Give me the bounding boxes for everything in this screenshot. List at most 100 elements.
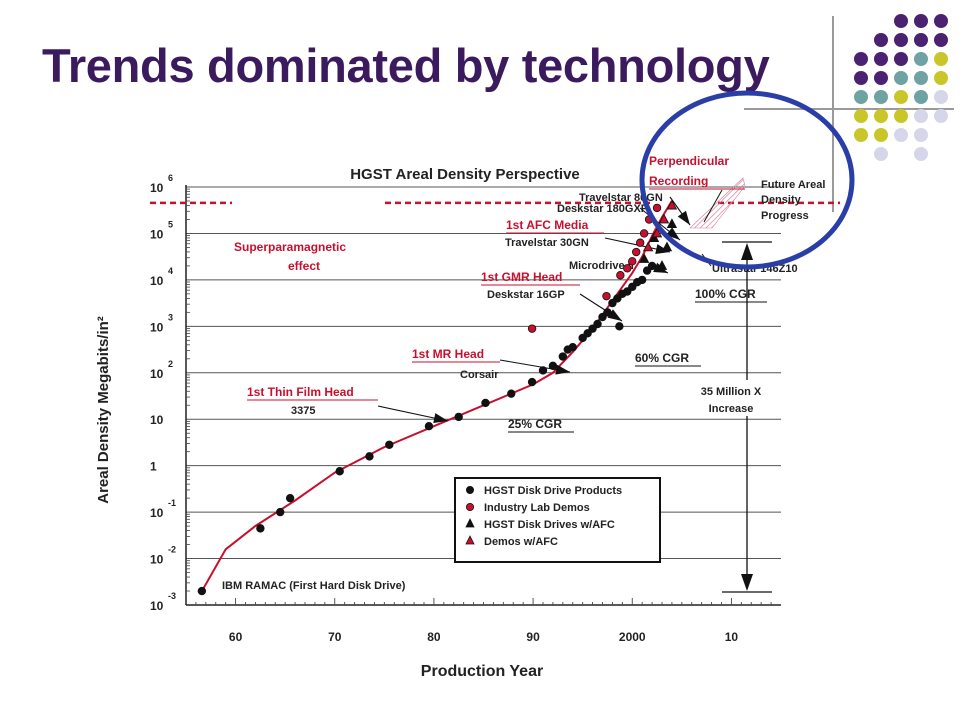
model-3375-label: 3375: [291, 405, 315, 417]
y-tick-label-exponent: -2: [168, 545, 176, 555]
future-density-label: Density: [761, 194, 802, 206]
x-tick-label: 10: [725, 630, 739, 644]
data-point: [365, 452, 374, 461]
data-point: [481, 398, 490, 408]
x-tick-label: 90: [526, 630, 540, 644]
decorative-dot: [874, 128, 888, 142]
perpendicular-recording-label: Perpendicular: [649, 154, 729, 168]
deskstar-180gxp-label: Deskstar 180GXP: [557, 203, 648, 215]
data-point: [615, 322, 624, 331]
decorative-dot: [914, 71, 928, 85]
data-point: [385, 440, 394, 449]
decorative-dot: [874, 33, 888, 47]
corsair-label: Corsair: [460, 369, 499, 381]
data-point: [642, 241, 654, 252]
data-point: [658, 213, 670, 224]
data-point: [424, 421, 434, 431]
decorative-horizontal-rule: [744, 108, 954, 110]
decorative-dot: [894, 33, 908, 47]
data-point: [603, 308, 612, 317]
data-point: [632, 247, 641, 257]
trend-line: [201, 200, 673, 592]
y-tick-label: 10: [150, 413, 164, 427]
decorative-dot: [854, 71, 868, 85]
x-tick-label: 80: [427, 630, 441, 644]
travelstar-80gn-label: Travelstar 80GN: [579, 192, 663, 204]
decorative-dot: [894, 128, 908, 142]
decorative-dot: [914, 90, 928, 104]
decorative-dot: [894, 71, 908, 85]
footer-clip-mask: [560, 679, 760, 720]
decorative-dot: [874, 147, 888, 161]
gmr-head-label: 1st GMR Head: [481, 270, 562, 284]
decorative-dot: [914, 147, 928, 161]
y-tick-label-exponent: -3: [168, 591, 176, 601]
data-point: [635, 238, 645, 247]
legend-marker: [465, 518, 475, 528]
data-point: [602, 291, 611, 301]
decorative-dot: [854, 109, 868, 123]
increase-label: Increase: [709, 403, 754, 415]
data-point: [507, 389, 516, 398]
deskstar-180gxp-arrow-head: [665, 227, 680, 240]
decorative-dot: [934, 52, 948, 66]
mr-head-arrow-head: [555, 364, 570, 375]
data-point: [256, 524, 265, 533]
legend-entry: Demos w/AFC: [484, 536, 558, 548]
legend-entry: Industry Lab Demos: [484, 502, 590, 514]
data-point: [538, 366, 548, 375]
y-tick-label-exponent: 6: [168, 173, 173, 183]
y-tick-label-exponent: 4: [168, 266, 173, 276]
future-progress-wedge: [689, 177, 746, 229]
decorative-vertical-rule: [832, 16, 834, 212]
data-point: [568, 343, 577, 352]
decorative-dot: [894, 14, 908, 28]
decorative-dot: [874, 52, 888, 66]
cgr-100-label: 100% CGR: [695, 287, 756, 301]
increase-label: 35 Million X: [701, 386, 762, 398]
data-point: [276, 507, 285, 517]
data-point: [616, 271, 625, 280]
deskstar-16gp-label: Deskstar 16GP: [487, 289, 565, 301]
ibm-ramac-label: IBM RAMAC (First Hard Disk Drive): [222, 580, 406, 592]
afc-media-label: 1st AFC Media: [506, 218, 589, 232]
data-point: [623, 264, 632, 273]
decorative-dot: [934, 71, 948, 85]
y-tick-label-exponent: -1: [168, 498, 176, 508]
data-point: [638, 253, 650, 263]
x-tick-label: 70: [328, 630, 342, 644]
decorative-dot: [914, 109, 928, 123]
data-point: [651, 227, 663, 238]
thin-film-head-label: 1st Thin Film Head: [247, 385, 354, 399]
decorative-dot: [934, 109, 948, 123]
data-point: [652, 203, 662, 213]
data-point: [527, 324, 537, 333]
data-point: [647, 261, 657, 271]
y-tick-label: 10: [150, 599, 164, 613]
data-point: [666, 199, 678, 210]
decorative-dot: [934, 14, 948, 28]
afc-media-arrow-head: [655, 244, 670, 254]
data-point: [593, 319, 602, 329]
legend-entry: HGST Disk Drive Products: [484, 485, 622, 497]
future-density-label: Future Areal: [761, 179, 825, 191]
legend-marker: [465, 485, 474, 494]
decorative-dot: [894, 109, 908, 123]
data-point: [666, 218, 678, 229]
perpendicular-pointer: [703, 189, 723, 223]
highlight-circle: [639, 90, 855, 270]
decorative-dot: [934, 90, 948, 104]
decorative-dot: [874, 90, 888, 104]
decorative-dot: [874, 71, 888, 85]
increase-arrowhead-up: [741, 243, 753, 260]
y-tick-label-exponent: 5: [168, 219, 173, 229]
y-tick-label: 10: [150, 274, 164, 288]
superparamagnetic-label: effect: [288, 259, 320, 273]
data-point: [548, 361, 558, 371]
decorative-dot: [854, 128, 868, 142]
future-density-label: Progress: [761, 210, 809, 222]
mr-head-label: 1st MR Head: [412, 347, 484, 361]
decorative-dot: [914, 33, 928, 47]
x-tick-label: 2000: [619, 630, 646, 644]
